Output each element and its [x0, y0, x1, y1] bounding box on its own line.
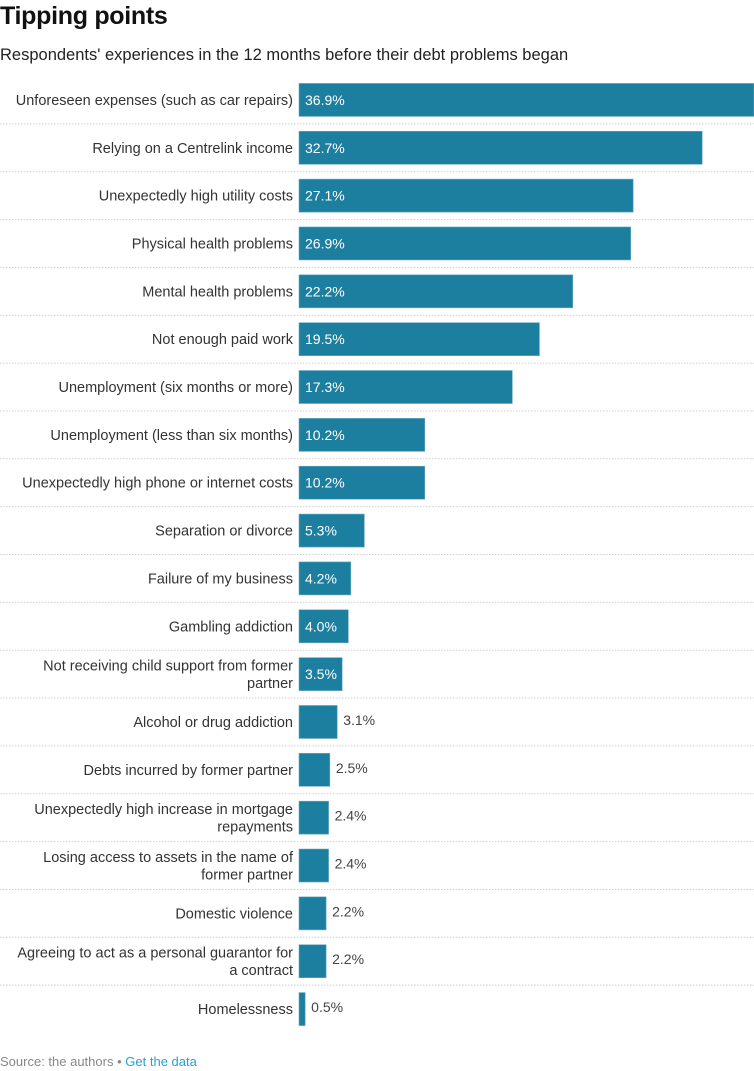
category-label: Mental health problems [142, 284, 293, 300]
category-label: Homelessness [198, 1002, 293, 1018]
footer: Source: the authors • Get the data [0, 1054, 197, 1069]
bar [298, 513, 365, 548]
value-label: 36.9% [305, 92, 345, 108]
get-the-data-link[interactable]: Get the data [125, 1054, 197, 1069]
category-label: Unexpectedly high increase in mortgage re… [34, 802, 293, 836]
bar [298, 418, 426, 452]
value-label: 2.5% [336, 760, 368, 776]
bar [298, 322, 540, 356]
bar [298, 178, 634, 213]
category-label: Losing access to assets in the name of fo… [43, 850, 294, 884]
value-label: 26.9% [305, 235, 345, 251]
category-label: Unemployment (six months or more) [59, 380, 294, 396]
source-note: Source: the authors [0, 1054, 114, 1069]
value-label: 2.4% [335, 808, 367, 824]
value-label: 3.5% [305, 666, 337, 682]
value-label: 17.3% [305, 379, 345, 395]
category-label: Unemployment (less than six months) [50, 428, 293, 444]
bar [298, 848, 329, 883]
value-label: 2.2% [332, 903, 364, 919]
bar [298, 944, 327, 979]
category-label: Relying on a Centrelink income [92, 141, 293, 157]
category-label: Unforeseen expenses (such as car repairs… [16, 93, 293, 109]
value-label: 5.3% [305, 523, 337, 539]
chart-title: Tipping points [0, 2, 168, 30]
value-label: 22.2% [305, 283, 345, 299]
bar [298, 800, 329, 835]
category-label: Gambling addiction [169, 619, 293, 635]
bar [298, 705, 338, 739]
category-label: Separation or divorce [155, 524, 293, 540]
bar [298, 274, 574, 309]
category-label: Agreeing to act as a personal guarantor … [17, 945, 293, 979]
value-label: 4.0% [305, 618, 337, 634]
category-label: Not receiving child support from former p… [43, 658, 293, 692]
value-label: 3.1% [343, 712, 375, 728]
bar [298, 657, 343, 691]
category-label: Not enough paid work [152, 332, 294, 348]
value-label: 4.2% [305, 570, 337, 586]
bar [298, 465, 426, 500]
bar [298, 753, 331, 787]
bar [298, 370, 513, 404]
bar [298, 83, 754, 117]
category-label: Debts incurred by former partner [83, 763, 293, 779]
category-label: Failure of my business [148, 571, 293, 587]
value-label: 10.2% [305, 475, 345, 491]
category-label: Unexpectedly high phone or internet cost… [22, 476, 293, 492]
value-label: 2.2% [332, 951, 364, 967]
bar [298, 609, 349, 644]
value-label: 19.5% [305, 331, 345, 347]
category-label: Alcohol or drug addiction [133, 715, 293, 731]
value-label: 27.1% [305, 188, 345, 204]
bar [298, 226, 631, 261]
value-label: 2.4% [335, 856, 367, 872]
value-label: 10.2% [305, 427, 345, 443]
footer-separator: • [117, 1054, 122, 1069]
bar [298, 130, 703, 165]
bar [298, 896, 327, 931]
bar [298, 561, 352, 596]
value-label: 0.5% [311, 999, 343, 1015]
bar [298, 992, 306, 1026]
category-label: Unexpectedly high utility costs [99, 189, 293, 205]
value-label: 32.7% [305, 140, 345, 156]
category-label: Physical health problems [132, 236, 293, 252]
chart-subtitle: Respondents' experiences in the 12 month… [0, 46, 569, 64]
category-label: Domestic violence [175, 906, 293, 922]
